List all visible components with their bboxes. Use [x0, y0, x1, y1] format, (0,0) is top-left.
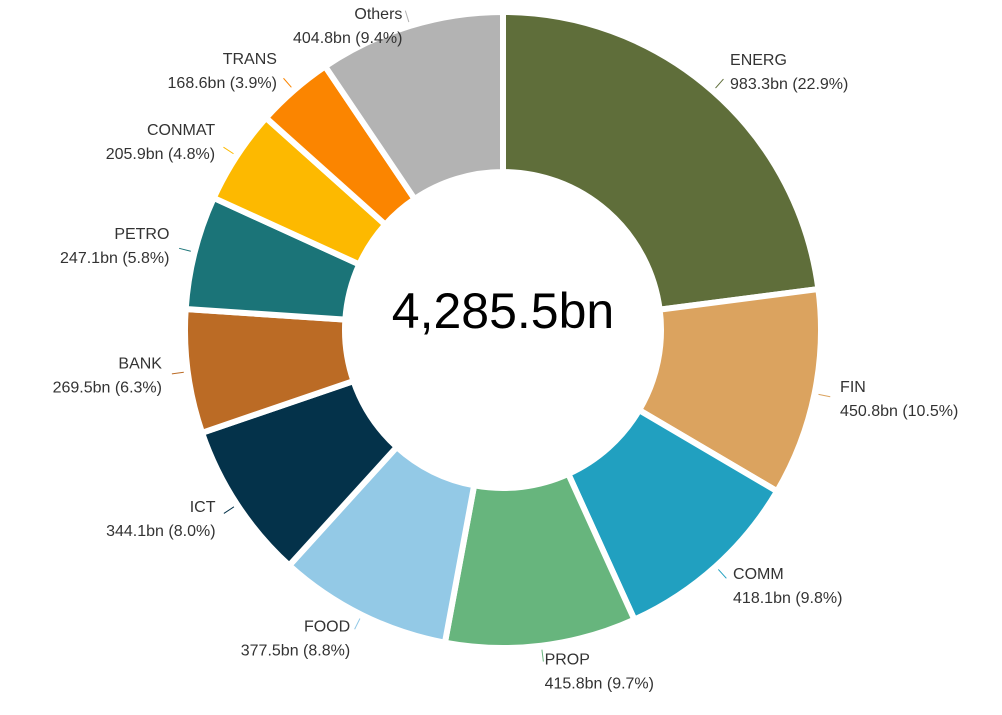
slice-label: BANK [118, 355, 162, 372]
leader-line [283, 77, 292, 88]
leader-line [717, 569, 727, 579]
slice-value-label: 344.1bn (8.0%) [106, 523, 215, 540]
slice-value-label: 205.9bn (4.8%) [106, 146, 215, 163]
slice-label: ENERG [730, 52, 787, 69]
slice-label: FOOD [304, 618, 350, 635]
slice-value-label: 377.5bn (8.8%) [241, 642, 350, 659]
slice-value-label: 418.1bn (9.8%) [733, 590, 842, 607]
slice-label: PETRO [114, 226, 169, 243]
leader-line [818, 393, 831, 398]
slice-label: ICT [190, 499, 216, 516]
leader-line [715, 78, 724, 89]
leader-line [179, 247, 191, 252]
slice-value-label: 269.5bn (6.3%) [53, 379, 162, 396]
slice [320, 8, 506, 204]
leader-line [171, 371, 184, 375]
slice-value-label: 450.8bn (10.5%) [840, 403, 958, 420]
center-label: 4,285.5bn [392, 283, 614, 339]
slice-label: COMM [733, 566, 784, 583]
slice-label: Others [354, 6, 402, 23]
leader-line [541, 649, 544, 662]
leader-line [223, 146, 234, 155]
slice-label: FIN [840, 379, 866, 396]
slice-label: PROP [545, 652, 590, 669]
leader-line [404, 10, 410, 23]
leader-line [223, 506, 235, 514]
slice-value-label: 415.8bn (9.7%) [545, 676, 654, 693]
slice [500, 8, 822, 314]
slice-value-label: 404.8bn (9.4%) [293, 30, 402, 47]
slice-value-label: 247.1bn (5.8%) [60, 250, 169, 267]
slice [635, 285, 824, 496]
slice-label: CONMAT [147, 122, 215, 139]
leader-line [354, 618, 361, 630]
slice-label: TRANS [223, 51, 277, 68]
slice-value-label: 168.6bn (3.9%) [168, 75, 277, 92]
slice-value-label: 983.3bn (22.9%) [730, 76, 848, 93]
